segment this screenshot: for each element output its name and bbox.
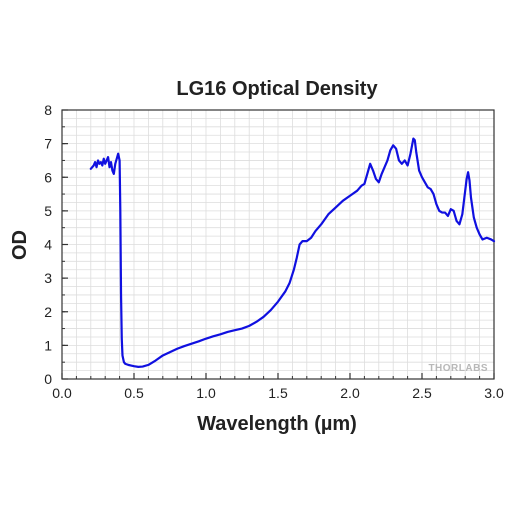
x-tick-label: 1.5 (268, 385, 288, 401)
y-axis-label: OD (9, 230, 31, 260)
y-tick-label: 2 (44, 304, 52, 320)
x-tick-label: 1.0 (196, 385, 216, 401)
x-tick-label: 2.0 (340, 385, 360, 401)
y-tick-label: 5 (44, 203, 52, 219)
y-tick-label: 0 (44, 371, 52, 387)
x-tick-label: 2.5 (412, 385, 432, 401)
y-tick-label: 3 (44, 270, 52, 286)
x-axis: 0.0 0.5 1.0 1.5 2.0 2.5 3.0 (52, 373, 504, 401)
x-tick-label: 0.0 (52, 385, 72, 401)
y-axis: 0 1 2 3 4 5 6 7 8 (44, 102, 68, 387)
y-tick-label: 8 (44, 102, 52, 118)
x-tick-label: 3.0 (484, 385, 504, 401)
chart-title: LG16 Optical Density (176, 78, 378, 100)
y-tick-label: 6 (44, 169, 52, 185)
y-tick-label: 7 (44, 136, 52, 152)
x-tick-label: 0.5 (124, 385, 144, 401)
y-tick-label: 4 (44, 237, 52, 253)
x-axis-label: Wavelength (µm) (197, 413, 357, 435)
y-tick-label: 1 (44, 337, 52, 353)
series-line-od (89, 137, 496, 368)
thorlabs-watermark: THORLABS (428, 363, 488, 374)
grid (61, 109, 495, 380)
